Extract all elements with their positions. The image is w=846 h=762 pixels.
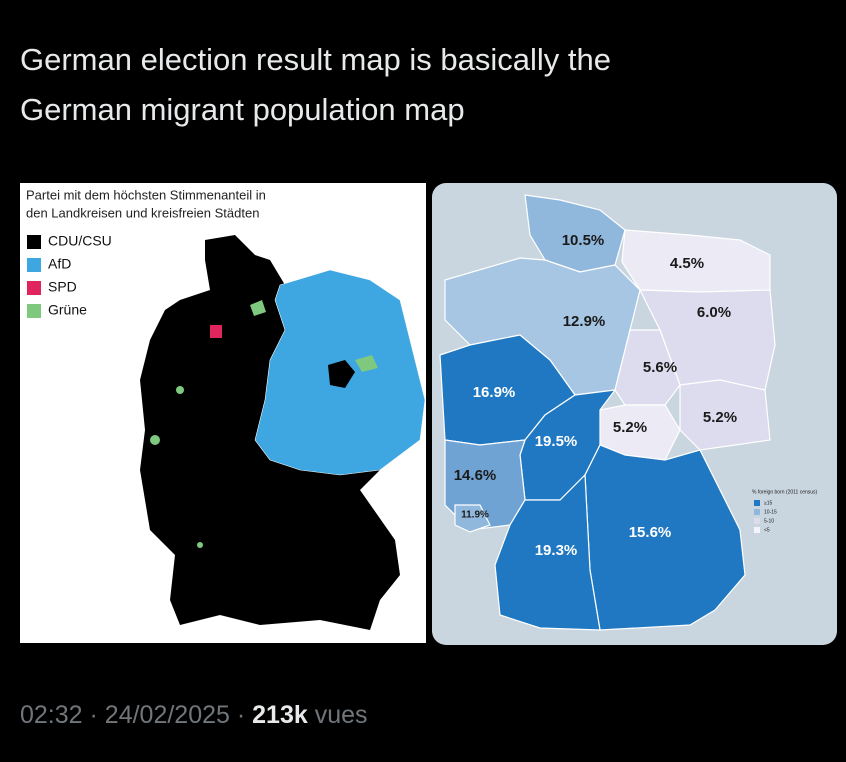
legend-swatch: [27, 304, 41, 318]
region-label: 4.5%: [670, 255, 704, 272]
legend-swatch: [27, 258, 41, 272]
region-label: 5.6%: [643, 359, 677, 376]
region-label: 10.5%: [562, 232, 605, 249]
cdu-region: [328, 360, 355, 388]
region-label: 14.6%: [454, 467, 497, 484]
separator: ·: [237, 701, 245, 729]
legend-title: % foreign born (2011 census): [752, 489, 818, 495]
green-region: [176, 386, 184, 394]
legend-label: AfD: [48, 256, 71, 272]
footer-text: 02:32 · 24/02/2025 · 213k vues: [20, 701, 368, 729]
right-map[interactable]: 10.5% 4.5% 6.0% 12.9% 5.6% 16.9% 5.2% 5.2% 19.5%…: [432, 183, 837, 645]
legend-swatch: [754, 518, 760, 524]
region-label: 16.9%: [473, 384, 516, 401]
region-label: 15.6%: [629, 524, 672, 541]
post-title: German migrant population map: [20, 92, 465, 127]
region: [494, 473, 601, 631]
legend-swatch: [754, 500, 760, 506]
left-map[interactable]: Partei mit dem höchsten Stimmenanteil in…: [20, 183, 426, 643]
green-region: [150, 435, 160, 445]
region-label: 19.5%: [535, 433, 578, 450]
region: [454, 504, 491, 533]
legend-label: <5: [764, 527, 770, 533]
date: 24/02/2025: [105, 701, 230, 729]
region-label: 11.9%: [461, 510, 489, 521]
legend-swatch: [27, 235, 41, 249]
legend-label: CDU/CSU: [48, 233, 112, 249]
map-title: den Landkreisen und kreisfreien Städten: [26, 205, 259, 220]
legend-label: 5-10: [764, 518, 774, 524]
legend-label: Grüne: [48, 302, 87, 318]
green-region: [197, 542, 203, 548]
legend-label: ≥15: [764, 500, 773, 506]
post-title: German election result map is basically …: [20, 42, 611, 77]
region-label: 5.2%: [613, 419, 647, 436]
legend-swatch: [754, 527, 760, 533]
time: 02:32: [20, 701, 83, 729]
views[interactable]: 213k: [252, 701, 308, 729]
green-region: [355, 355, 378, 372]
region-label: 19.3%: [535, 542, 578, 559]
separator: ·: [90, 701, 98, 729]
views-label: vues: [315, 701, 368, 729]
map-title: Partei mit dem höchsten Stimmenanteil in: [26, 187, 266, 202]
legend-label: 10-15: [764, 509, 777, 515]
legend-swatch: [754, 509, 760, 515]
region-label: 5.2%: [703, 409, 737, 426]
region-label: 12.9%: [563, 313, 606, 330]
green-region: [250, 300, 266, 316]
legend-label: SPD: [48, 279, 77, 295]
region-label: 6.0%: [697, 304, 731, 321]
region: [679, 379, 771, 451]
spd-region: [210, 325, 222, 338]
legend-swatch: [27, 281, 41, 295]
